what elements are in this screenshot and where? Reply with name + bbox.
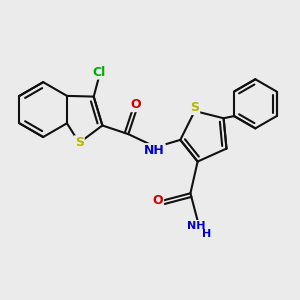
Text: S: S — [75, 136, 84, 149]
Text: NH: NH — [187, 221, 206, 231]
Text: NH: NH — [144, 144, 165, 157]
Text: O: O — [130, 98, 141, 111]
Text: H: H — [202, 229, 212, 239]
Text: Cl: Cl — [93, 66, 106, 79]
Text: O: O — [152, 194, 163, 207]
Text: S: S — [190, 101, 199, 114]
